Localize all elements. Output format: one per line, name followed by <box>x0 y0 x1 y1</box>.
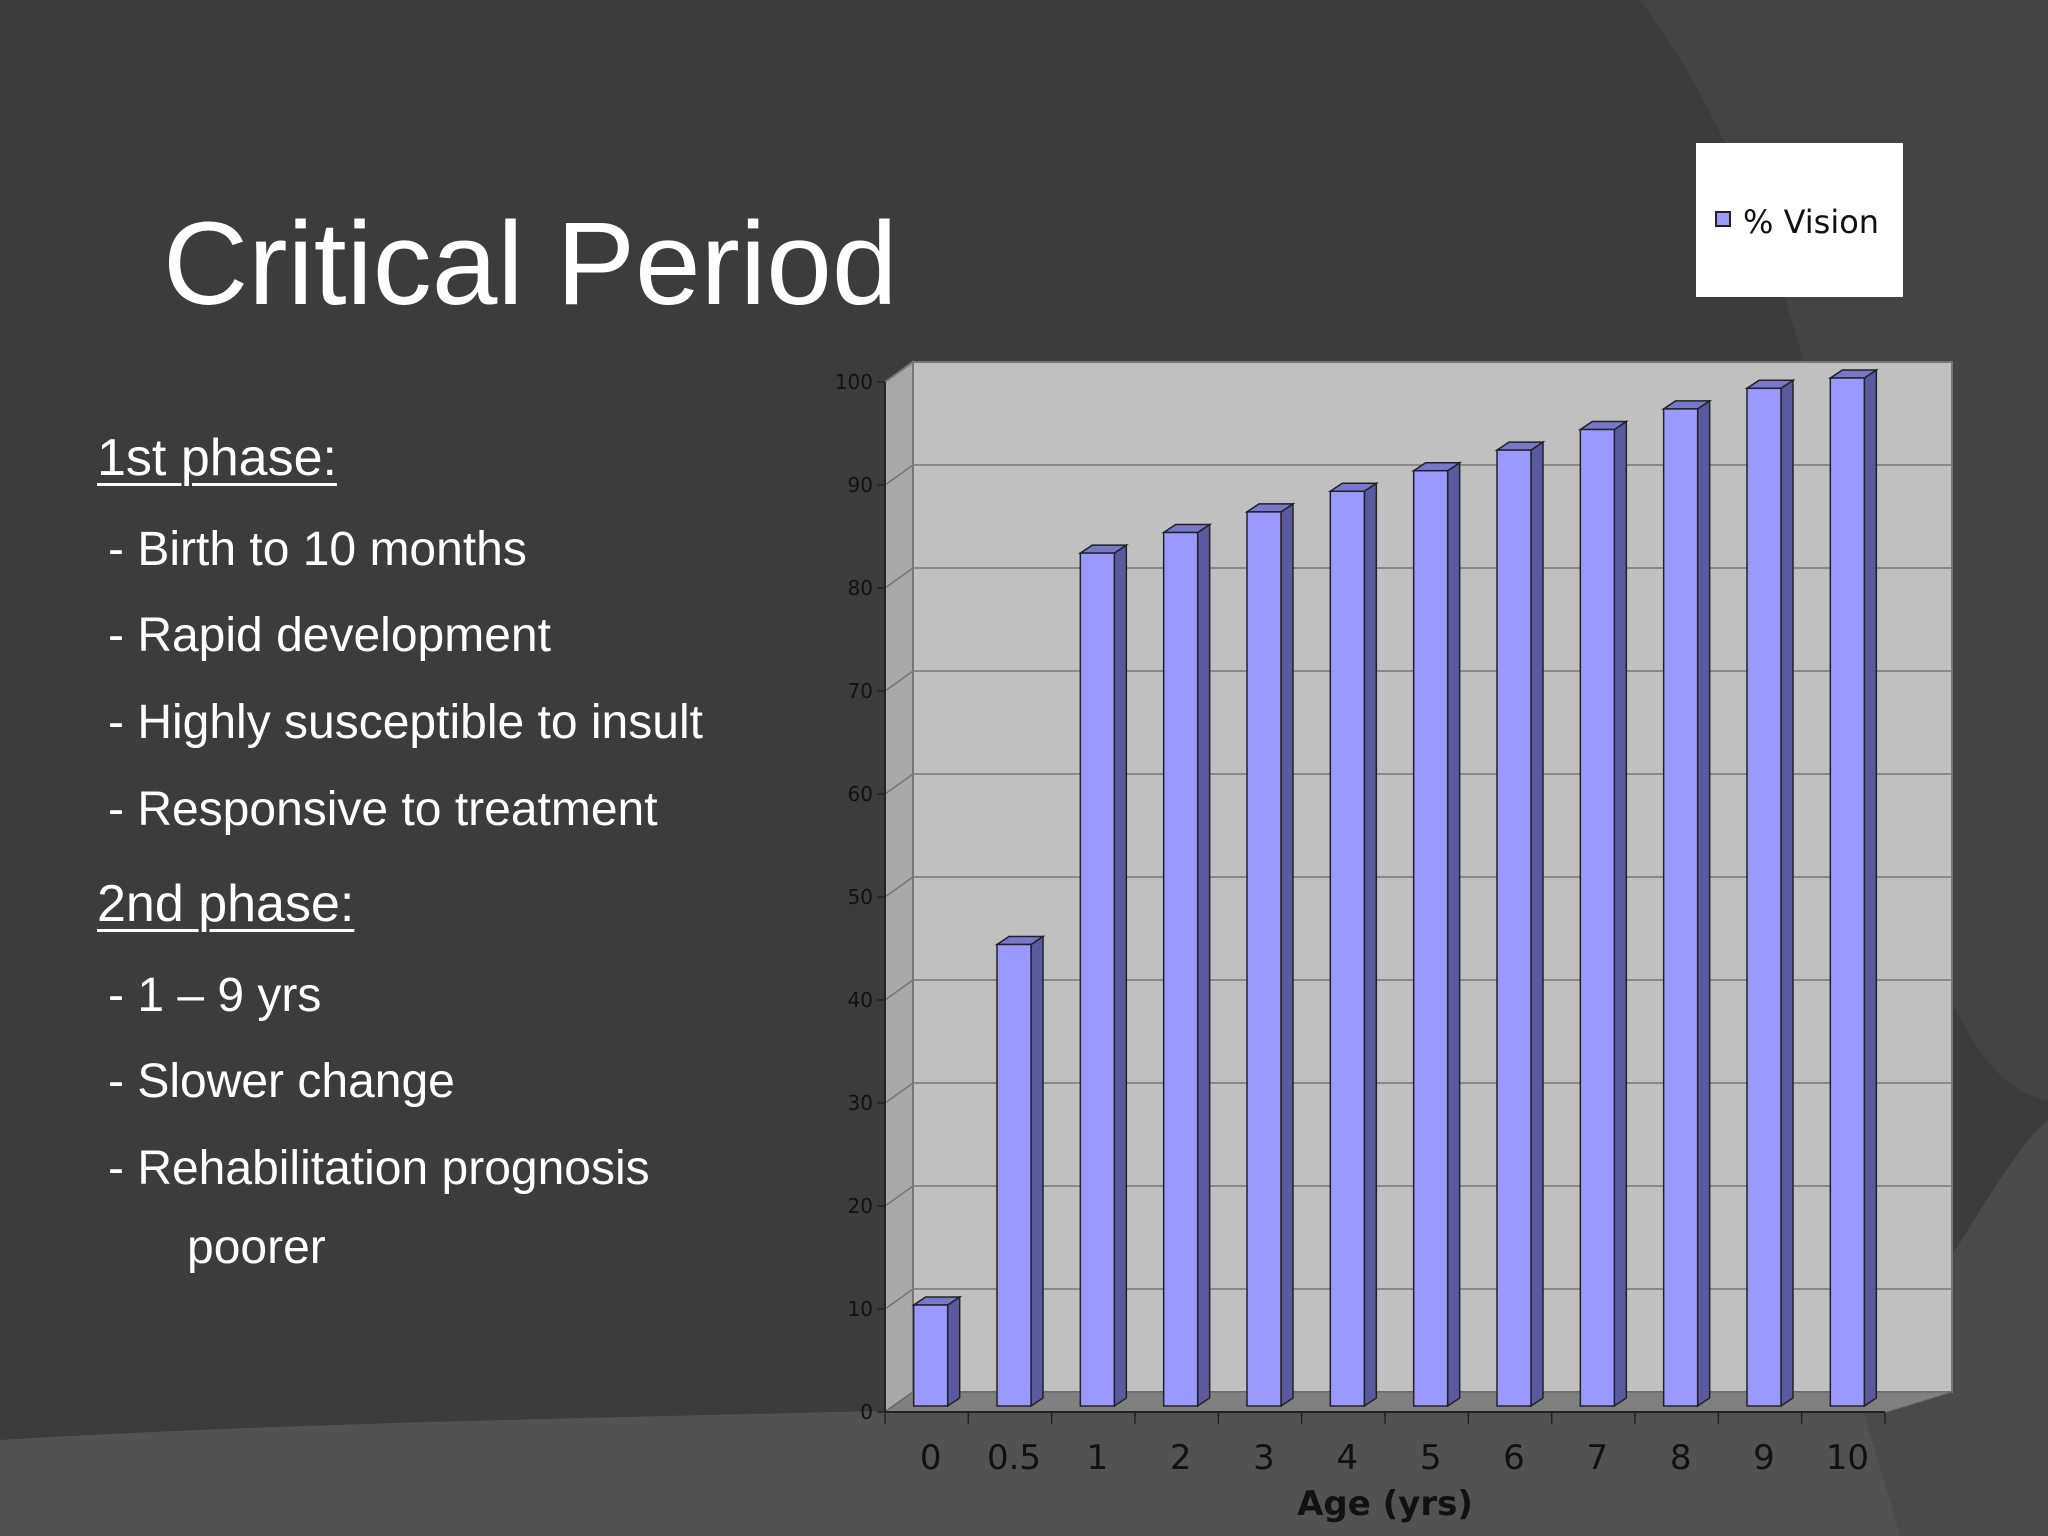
x-tick-label: 3 <box>1253 1438 1275 1478</box>
phase2-item: - 1 – 9 yrs <box>108 969 322 1022</box>
y-tick-label: 60 <box>848 782 873 806</box>
phase1-item: - Birth to 10 months <box>108 523 527 576</box>
bar <box>1412 469 1449 1407</box>
bar <box>1829 377 1866 1407</box>
phase2-item: - Rehabilitation prognosis <box>108 1142 650 1195</box>
x-tick-label: 4 <box>1337 1438 1359 1478</box>
bar <box>1162 531 1199 1407</box>
phase2-item-continuation: poorer <box>187 1221 326 1274</box>
bar <box>912 1304 949 1407</box>
y-tick-label: 10 <box>848 1297 873 1321</box>
x-tick-label: 7 <box>1587 1438 1609 1478</box>
x-tick-label: 0 <box>920 1438 942 1478</box>
phase1-item: - Highly susceptible to insult <box>108 696 703 749</box>
y-tick-label: 40 <box>848 988 873 1012</box>
legend-label: % Vision <box>1743 203 1880 241</box>
x-tick-label: 8 <box>1670 1438 1692 1478</box>
x-tick-label: 0.5 <box>987 1438 1041 1478</box>
phase2-heading: 2nd phase: <box>97 875 355 933</box>
bar <box>1496 449 1532 1407</box>
y-tick-label: 90 <box>848 473 873 497</box>
x-axis-title: Age (yrs) <box>1297 1484 1473 1524</box>
bar-side <box>1613 420 1628 1408</box>
phase1-item: - Responsive to treatment <box>108 783 658 836</box>
bar <box>1246 511 1282 1407</box>
y-tick-label: 30 <box>848 1091 873 1115</box>
bar <box>996 943 1032 1407</box>
y-tick-label: 80 <box>848 576 873 600</box>
bar <box>1579 428 1616 1407</box>
bar <box>1329 490 1366 1407</box>
slide-title: Critical Period <box>163 198 898 330</box>
bar-side <box>1363 481 1378 1408</box>
bar-side <box>1530 440 1544 1408</box>
x-tick-label: 6 <box>1503 1438 1525 1478</box>
bar <box>1662 408 1699 1407</box>
y-tick-label: 0 <box>860 1400 873 1424</box>
y-tick-label: 100 <box>835 370 873 394</box>
x-tick-label: 5 <box>1420 1438 1442 1478</box>
bar-side <box>946 1295 961 1408</box>
bar-side <box>1280 502 1294 1408</box>
bar-side <box>1696 399 1711 1408</box>
bar-side <box>1446 461 1461 1408</box>
bar-side <box>1113 543 1128 1408</box>
y-tick-label: 50 <box>848 885 873 909</box>
phase1-item: - Rapid development <box>108 609 551 662</box>
bar-side <box>1780 378 1794 1408</box>
x-tick-label: 1 <box>1087 1438 1109 1478</box>
legend-swatch <box>1715 211 1731 227</box>
chart-legend: % Vision <box>1696 143 1903 297</box>
gridline <box>884 361 1952 383</box>
x-tick-label: 10 <box>1826 1438 1869 1478</box>
phase2-item: - Slower change <box>108 1055 455 1108</box>
phase1-heading: 1st phase: <box>97 429 337 487</box>
bar <box>1746 387 1782 1407</box>
bar-side <box>1196 523 1211 1408</box>
y-tick-label: 20 <box>848 1194 873 1218</box>
bar-side <box>1030 935 1044 1408</box>
x-tick-label: 9 <box>1753 1438 1775 1478</box>
y-tick-label: 70 <box>848 679 873 703</box>
bar <box>1079 552 1116 1407</box>
x-tick-label: 2 <box>1170 1438 1192 1478</box>
bar-side <box>1863 368 1878 1408</box>
